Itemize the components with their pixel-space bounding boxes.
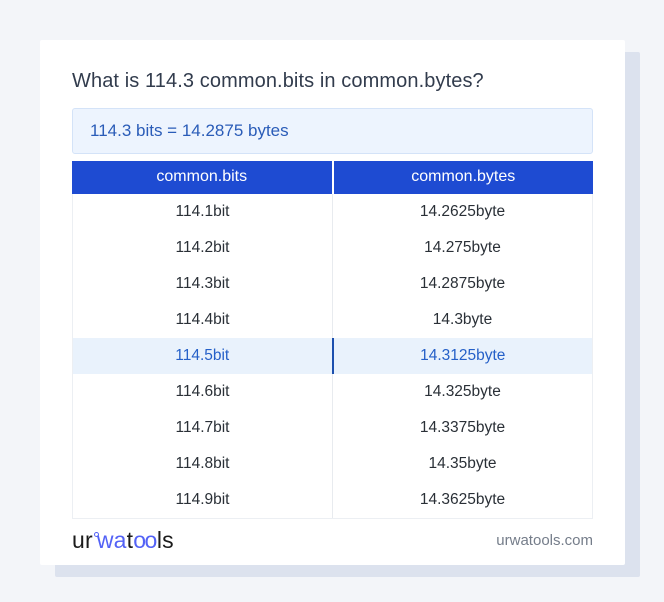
bits-cell: 114.3bit (73, 266, 333, 302)
logo-text-t: t (126, 527, 134, 553)
logo-text-wa: wa (96, 527, 127, 553)
table-row: 114.1bit 14.2625byte (73, 194, 592, 230)
page-title: What is 114.3 common.bits in common.byte… (72, 70, 484, 92)
table-header-row: common.bits common.bytes (72, 161, 593, 194)
table-row: 114.2bit 14.275byte (73, 230, 592, 266)
bits-cell: 114.8bit (73, 446, 333, 482)
conversion-table: common.bits common.bytes 114.1bit 14.262… (72, 161, 593, 519)
table-row: 114.8bit 14.35byte (73, 446, 592, 482)
card-footer: ur watools urwatools.com (40, 519, 625, 562)
bits-cell: 114.4bit (73, 302, 333, 338)
bytes-cell: 14.3byte (432, 311, 493, 328)
column-header-bytes: common.bytes (333, 161, 593, 194)
logo-ring-icon (93, 532, 99, 537)
column-header-bits: common.bits (72, 161, 334, 194)
table-row: 114.3bit 14.2875byte (73, 266, 592, 302)
bytes-cell: 14.3625byte (419, 491, 506, 508)
logo-glasses-oo: oo (133, 527, 157, 553)
bits-cell: 114.9bit (73, 482, 333, 518)
bits-cell: 114.7bit (73, 410, 333, 446)
table-body: 114.1bit 14.2625byte 114.2bit 14.275byte… (72, 194, 593, 519)
bytes-cell: 14.35byte (428, 455, 497, 472)
conversion-result-text: 114.3 bits = 14.2875 bytes (90, 121, 289, 140)
bits-cell: 114.5bit (73, 338, 334, 374)
conversion-result-box: 114.3 bits = 14.2875 bytes (72, 108, 593, 154)
bytes-cell: 14.275byte (424, 239, 501, 256)
table-row: 114.7bit 14.3375byte (73, 410, 592, 446)
bits-cell: 114.2bit (73, 230, 333, 266)
bytes-cell: 14.2875byte (419, 275, 506, 292)
bits-cell: 114.6bit (73, 374, 333, 410)
logo-text-ur: ur (72, 527, 93, 553)
table-row: 114.6bit 14.325byte (73, 374, 592, 410)
bytes-cell: 14.2625byte (419, 203, 506, 220)
table-row: 114.9bit 14.3625byte (73, 482, 592, 518)
table-row-highlighted: 114.5bit 14.3125byte (73, 338, 592, 374)
bytes-cell: 14.3375byte (419, 419, 506, 436)
table-row: 114.4bit 14.3byte (73, 302, 592, 338)
site-domain: urwatools.com (496, 532, 593, 549)
converter-card: What is 114.3 common.bits in common.byte… (40, 40, 625, 565)
urwatools-logo[interactable]: ur watools (72, 527, 174, 554)
bits-cell: 114.1bit (73, 194, 333, 230)
bytes-cell: 14.3125byte (420, 347, 506, 364)
bytes-cell: 14.325byte (424, 383, 501, 400)
logo-text-ls: ls (156, 527, 174, 553)
